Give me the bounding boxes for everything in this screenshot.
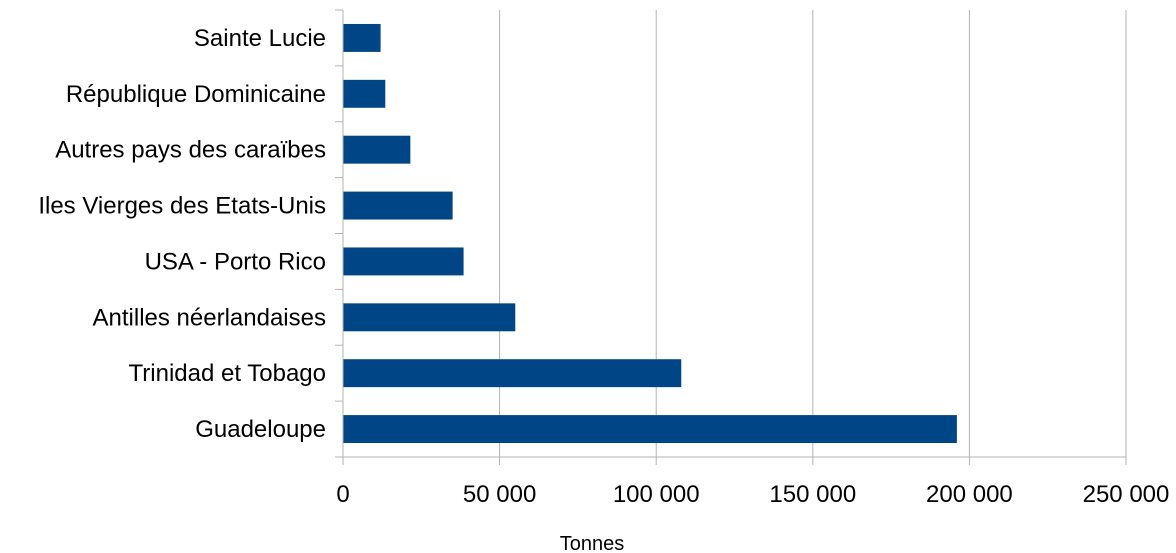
bar	[343, 359, 682, 388]
x-axis-title: Tonnes	[560, 533, 625, 553]
category-label: Antilles néerlandaises	[93, 304, 326, 331]
x-tick-label: 0	[336, 481, 349, 508]
x-tick-label: 150 000	[769, 481, 856, 508]
category-label: Guadeloupe	[195, 416, 326, 443]
bar	[343, 23, 381, 52]
bar	[343, 135, 411, 164]
x-tick-label: 250 000	[1083, 481, 1170, 508]
category-label: République Dominicaine	[66, 81, 326, 108]
bar	[343, 191, 453, 220]
bar	[343, 303, 516, 332]
x-tick-label: 200 000	[926, 481, 1013, 508]
x-tick-label: 100 000	[613, 481, 700, 508]
bar	[343, 79, 386, 108]
bars	[343, 23, 957, 444]
bar	[343, 415, 957, 444]
category-label: USA - Porto Rico	[145, 248, 326, 275]
labels: 0 50 000 100 000 150 000 200 000 250 000 Saint…	[38, 25, 1169, 508]
category-label: Autres pays des caraïbes	[55, 137, 326, 164]
category-label: Trinidad et Tobago	[129, 360, 326, 387]
category-label: Sainte Lucie	[194, 25, 326, 52]
grid-lines	[499, 10, 1127, 457]
x-tick-label: 50 000	[463, 481, 536, 508]
axes	[335, 9, 1127, 465]
bar	[343, 247, 464, 276]
category-label: Iles Vierges des Etats-Unis	[38, 193, 326, 220]
